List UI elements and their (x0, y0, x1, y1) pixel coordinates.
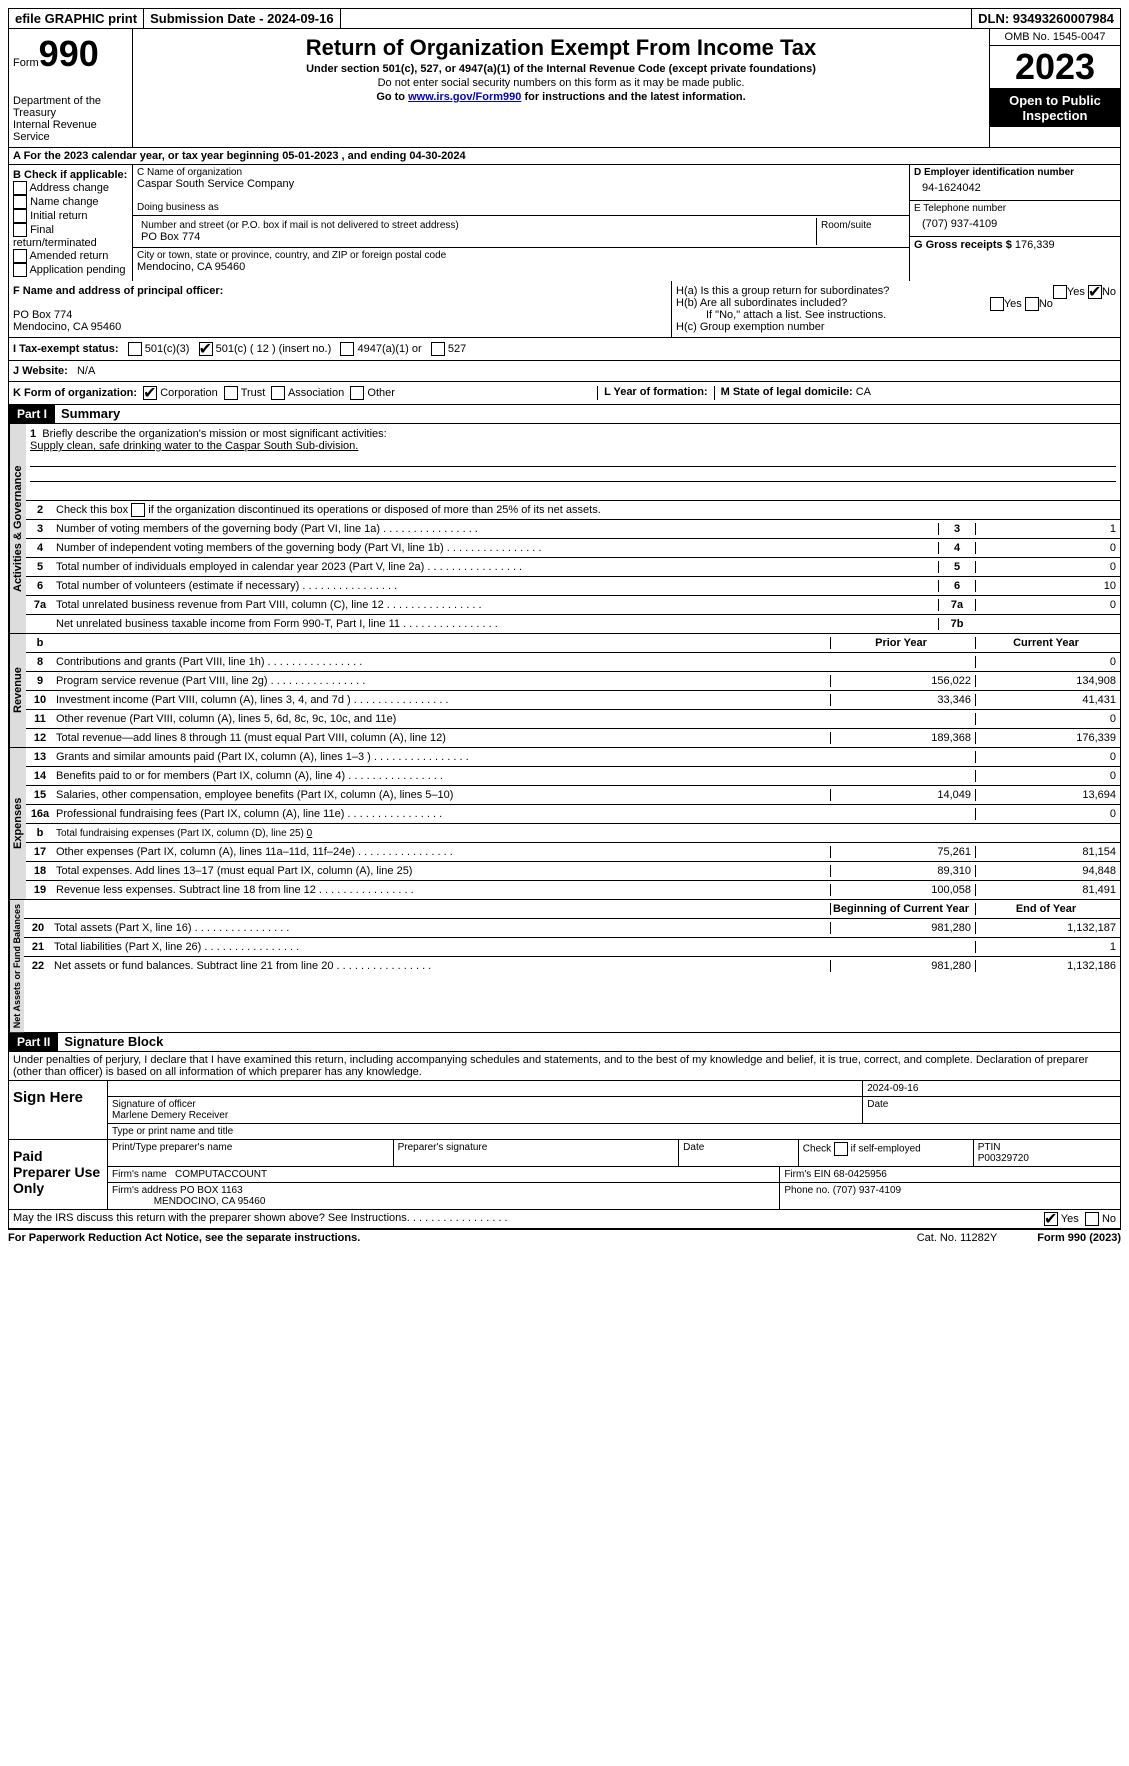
declaration: Under penalties of perjury, I declare th… (8, 1052, 1121, 1081)
initial-return-checkbox[interactable] (13, 209, 27, 223)
vlabel-expenses: Expenses (9, 748, 26, 899)
gross-receipts: 176,339 (1015, 239, 1055, 251)
corp-checkbox[interactable] (143, 386, 157, 400)
submission-date: Submission Date - 2024-09-16 (144, 9, 341, 28)
open-public-badge: Open to Public Inspection (990, 89, 1120, 127)
ein: 94-1624042 (914, 178, 1116, 198)
omb-number: OMB No. 1545-0047 (990, 29, 1120, 46)
vlabel-activities: Activities & Governance (9, 424, 26, 633)
box-h: H(a) Is this a group return for subordin… (672, 281, 1120, 337)
org-address: PO Box 774 (141, 231, 812, 243)
vlabel-netassets: Net Assets or Fund Balances (9, 900, 24, 1032)
501c-checkbox[interactable] (199, 342, 213, 356)
form-header: Form990 Department of the Treasury Inter… (8, 29, 1121, 148)
mission-text: Supply clean, safe drinking water to the… (30, 440, 358, 452)
efile-label: efile GRAPHIC print (9, 9, 144, 28)
top-bar: efile GRAPHIC print Submission Date - 20… (8, 8, 1121, 29)
tax-year: 2023 (990, 46, 1120, 89)
section-a: A For the 2023 calendar year, or tax yea… (8, 148, 1121, 165)
box-c: C Name of organization Caspar South Serv… (133, 165, 910, 281)
part-2-header: Part II (9, 1033, 58, 1051)
discuss-yes-checkbox[interactable] (1044, 1212, 1058, 1226)
website: N/A (77, 365, 95, 377)
page-footer: For Paperwork Reduction Act Notice, see … (8, 1229, 1121, 1244)
row-i: I Tax-exempt status: 501(c)(3) 501(c) ( … (8, 338, 1121, 361)
box-b: B Check if applicable: Address change Na… (9, 165, 133, 281)
form-title: Return of Organization Exempt From Incom… (137, 35, 985, 61)
box-f: F Name and address of principal officer:… (9, 281, 672, 337)
org-city: Mendocino, CA 95460 (137, 261, 905, 273)
org-name: Caspar South Service Company (137, 178, 905, 190)
row-k: K Form of organization: Corporation Trus… (8, 382, 1121, 405)
app-pending-checkbox[interactable] (13, 263, 27, 277)
irs-link[interactable]: www.irs.gov/Form990 (408, 91, 521, 103)
amended-return-checkbox[interactable] (13, 249, 27, 263)
telephone: (707) 937-4109 (914, 214, 1116, 234)
vlabel-revenue: Revenue (9, 634, 26, 747)
group-return-no-checkbox[interactable] (1088, 285, 1102, 299)
addr-change-checkbox[interactable] (13, 181, 27, 195)
row-j: J Website: N/A (8, 361, 1121, 382)
name-change-checkbox[interactable] (13, 195, 27, 209)
dln: DLN: 93493260007984 (972, 9, 1120, 28)
final-return-checkbox[interactable] (13, 223, 27, 237)
part-1-header: Part I (9, 405, 55, 423)
